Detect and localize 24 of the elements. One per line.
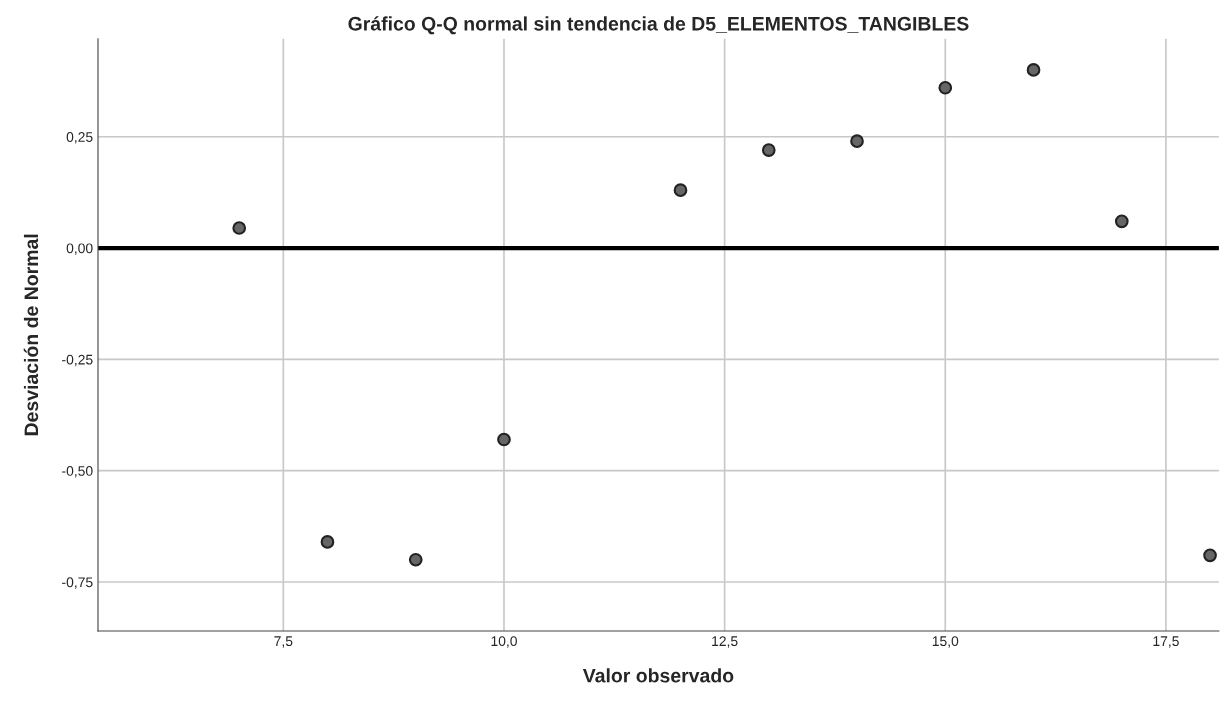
y-tick-label: 0,00 xyxy=(66,243,93,255)
point xyxy=(938,80,953,95)
point xyxy=(850,134,864,149)
point xyxy=(673,183,688,198)
point xyxy=(497,432,511,447)
y-tick-label: -0,25 xyxy=(62,354,93,367)
point xyxy=(1026,63,1041,77)
x-tick-label: 7,5 xyxy=(274,636,293,648)
point xyxy=(1203,548,1217,563)
point xyxy=(408,552,423,567)
point xyxy=(1114,214,1129,229)
y-tick-label: -0,75 xyxy=(62,577,93,589)
y-axis-title: Desviación de Normal xyxy=(23,234,39,436)
point xyxy=(320,535,335,549)
point xyxy=(761,143,776,157)
x-axis-title: Valor observado xyxy=(582,668,734,683)
x-tick-label: 12,5 xyxy=(712,636,738,648)
y-tick-label: 0,25 xyxy=(66,132,93,144)
x-tick-label: 15,0 xyxy=(932,636,959,648)
chart-title: Gráfico Q-Q normal sin tendencia de D5_ELEMENTOS_TANGIBLES xyxy=(348,16,969,35)
x-tick-label: 10,0 xyxy=(491,636,517,648)
x-tick-label: 17,5 xyxy=(1153,636,1179,648)
y-tick-label: -0,50 xyxy=(62,466,93,478)
point xyxy=(232,221,247,235)
